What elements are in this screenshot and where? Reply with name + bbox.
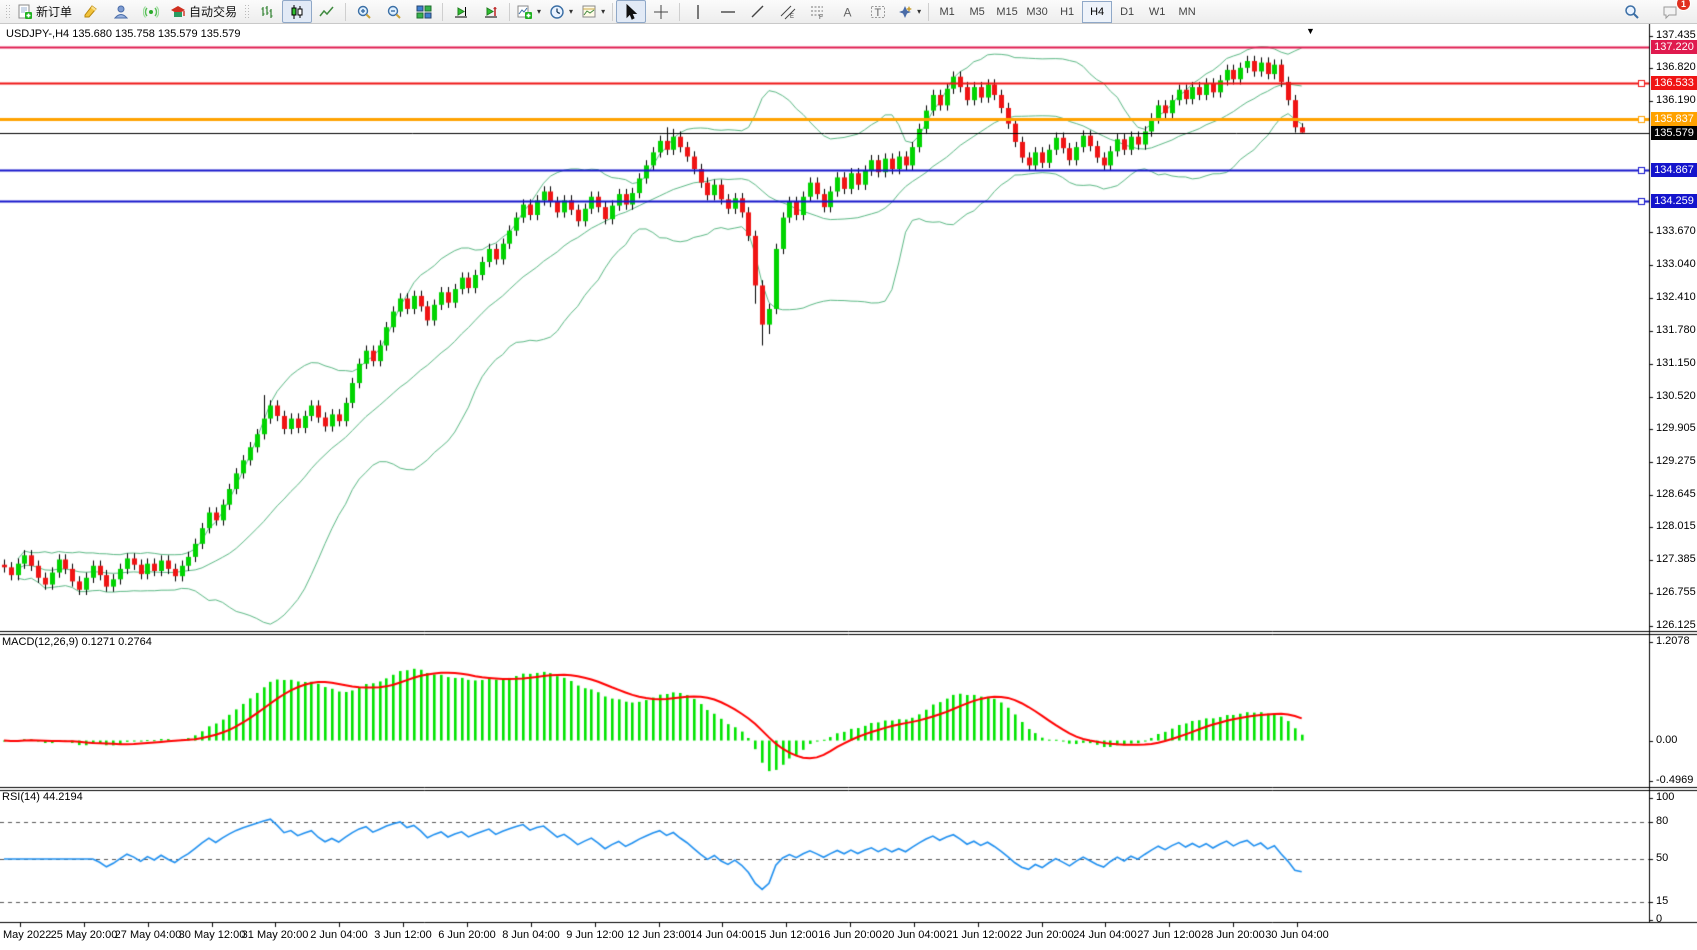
- gold-editor-icon: [83, 4, 99, 20]
- autotrading-button[interactable]: 自动交易: [166, 0, 241, 23]
- text-label-tool-button[interactable]: T: [863, 0, 893, 23]
- tab-timeframe-h1[interactable]: H1: [1060, 5, 1075, 18]
- channel-icon: E: [780, 4, 796, 20]
- toolbar: 新订单 自动交易: [0, 0, 1697, 24]
- cursor-tool-button[interactable]: [616, 0, 647, 23]
- tab-timeframe-m1[interactable]: M1: [939, 5, 955, 18]
- toolbar-separator: [509, 2, 511, 21]
- person-icon: [113, 4, 129, 20]
- tile-windows-icon: [416, 4, 432, 20]
- chevron-down-icon: ▾: [569, 7, 574, 16]
- signal-icon: [143, 4, 160, 20]
- trendline-icon: [750, 4, 766, 20]
- signals-button[interactable]: [136, 0, 166, 23]
- toolbar-separator: [612, 2, 614, 21]
- bar-chart-button[interactable]: [252, 0, 282, 23]
- svg-text:T: T: [875, 7, 882, 19]
- text-icon: A: [840, 4, 856, 20]
- bar-chart-icon: [259, 4, 275, 20]
- chevron-down-icon: ▾: [917, 7, 922, 16]
- text-label-icon: T: [870, 4, 886, 20]
- new-order-icon: [17, 4, 33, 20]
- horizontal-line-tool-button[interactable]: [713, 0, 743, 23]
- cursor-icon: [623, 3, 639, 20]
- tab-timeframe-d1[interactable]: D1: [1120, 5, 1135, 18]
- indicators-dropdown-button[interactable]: ▾: [513, 0, 545, 23]
- templates-dropdown-button[interactable]: ▾: [577, 0, 609, 23]
- zoom-in-icon: [356, 4, 372, 20]
- channel-tool-button[interactable]: E: [773, 0, 803, 23]
- tab-timeframe-m5[interactable]: M5: [969, 5, 985, 18]
- chart-shift-button[interactable]: [476, 0, 506, 23]
- chat-bubble-icon: [1662, 4, 1678, 20]
- auto-scroll-button[interactable]: [446, 0, 476, 23]
- zoom-out-icon: [386, 4, 402, 20]
- chart-window: [0, 24, 1697, 945]
- toolbar-separator: [345, 2, 347, 21]
- metaeditor-button[interactable]: [76, 0, 106, 23]
- toolbar-grip[interactable]: [244, 3, 250, 20]
- crosshair-tool-button[interactable]: [646, 0, 676, 23]
- zoom-out-button[interactable]: [379, 0, 409, 23]
- tab-timeframe-m30[interactable]: M30: [1026, 5, 1048, 18]
- template-icon: [581, 4, 597, 20]
- autotrading-label: 自动交易: [189, 5, 238, 19]
- candlestick-chart-button[interactable]: [282, 0, 313, 23]
- periods-dropdown-button[interactable]: ▾: [545, 0, 577, 23]
- tab-timeframe-mn[interactable]: MN: [1178, 5, 1196, 18]
- svg-text:F: F: [819, 14, 823, 20]
- tile-windows-button[interactable]: [409, 0, 439, 23]
- indicators-icon: [517, 4, 533, 20]
- svg-text:E: E: [790, 14, 794, 20]
- toolbar-grip[interactable]: [5, 3, 10, 20]
- new-order-button[interactable]: 新订单: [13, 0, 76, 23]
- chevron-down-icon: ▾: [537, 7, 542, 16]
- auto-scroll-icon: [453, 4, 469, 20]
- notifications-button[interactable]: 1: [1655, 0, 1691, 23]
- toolbar-separator: [928, 2, 930, 21]
- fibonacci-icon: F: [810, 4, 826, 20]
- search-icon: [1624, 4, 1640, 20]
- chevron-down-icon: ▾: [601, 7, 606, 16]
- horizontal-line-icon: [720, 4, 736, 20]
- trendline-tool-button[interactable]: [743, 0, 773, 23]
- candlestick-icon: [289, 4, 305, 20]
- notification-count-badge: 1: [1676, 0, 1691, 11]
- svg-text:A: A: [844, 5, 852, 19]
- tab-timeframe-m15[interactable]: M15: [996, 5, 1018, 18]
- price-chart-canvas[interactable]: [0, 24, 1697, 945]
- arrows-icon: [897, 4, 913, 20]
- crosshair-icon: [653, 4, 669, 20]
- arrows-dropdown-button[interactable]: ▾: [893, 0, 925, 23]
- toolbar-separator: [679, 2, 681, 21]
- toolbar-separator: [442, 2, 444, 21]
- chart-shift-icon: [483, 4, 499, 20]
- search-button[interactable]: [1617, 0, 1647, 23]
- tab-timeframe-w1[interactable]: W1: [1148, 5, 1166, 18]
- vertical-line-tool-button[interactable]: [683, 0, 713, 23]
- tab-timeframe-h4[interactable]: H4: [1082, 0, 1113, 23]
- zoom-in-button[interactable]: [349, 0, 379, 23]
- line-chart-icon: [319, 4, 335, 20]
- line-chart-button[interactable]: [312, 0, 342, 23]
- market-button[interactable]: [106, 0, 136, 23]
- vertical-line-icon: [690, 4, 706, 20]
- text-tool-button[interactable]: A: [833, 0, 863, 23]
- autotrading-icon: [170, 4, 186, 20]
- fibonacci-tool-button[interactable]: F: [803, 0, 833, 23]
- clock-icon: [549, 4, 565, 20]
- chart-end-marker[interactable]: ▼: [1306, 26, 1315, 36]
- new-order-label: 新订单: [36, 5, 73, 19]
